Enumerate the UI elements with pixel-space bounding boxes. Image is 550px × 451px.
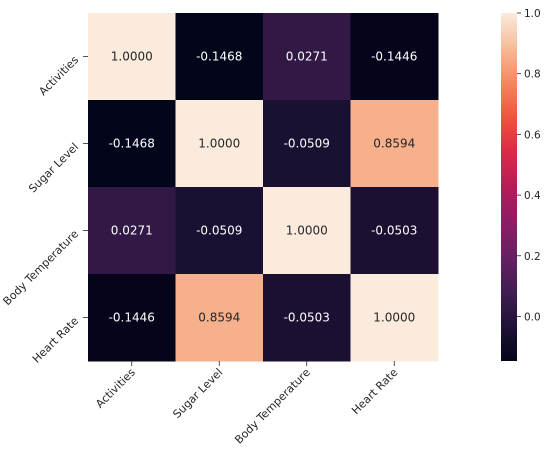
colorbar-gradient bbox=[501, 13, 517, 361]
y-tick-label: Body Temperature bbox=[1, 227, 82, 308]
heatmap-cell bbox=[350, 13, 439, 101]
cell-value-label: 1.0000 bbox=[198, 137, 240, 151]
colorbar-tick-label: 0.0 bbox=[524, 311, 541, 323]
heatmap-cell bbox=[88, 187, 176, 275]
heatmap-cell-labels: 1.0000 -0.1468 0.0271 -0.1446 -0.1468 1.0000 -… bbox=[109, 50, 418, 325]
cell-value-label: 1.0000 bbox=[111, 50, 153, 64]
y-tick-label: Heart Rate bbox=[30, 314, 81, 365]
heatmap-cell bbox=[88, 13, 176, 101]
heatmap-cell bbox=[175, 13, 264, 101]
cell-value-label: -0.1468 bbox=[196, 50, 242, 64]
colorbar-tick-label: 0.8 bbox=[524, 69, 541, 81]
colorbar-tick-label: 0.2 bbox=[524, 251, 541, 263]
cell-value-label: -0.0509 bbox=[196, 224, 242, 238]
y-axis-tick-labels: Activities Sugar Level Body Temperature Hea… bbox=[1, 53, 88, 366]
heatmap-cell bbox=[350, 100, 439, 188]
heatmap-cell bbox=[350, 187, 439, 275]
heatmap-cell bbox=[88, 274, 176, 362]
cell-value-label: 0.8594 bbox=[198, 311, 240, 325]
heatmap-cell bbox=[350, 274, 439, 362]
heatmap-cells bbox=[88, 13, 439, 362]
heatmap-cell bbox=[175, 100, 264, 188]
heatmap-cell bbox=[263, 13, 351, 101]
cell-value-label: 1.0000 bbox=[286, 224, 328, 238]
cell-value-label: 0.8594 bbox=[373, 137, 415, 151]
y-tick-label: Sugar Level bbox=[26, 140, 81, 195]
x-tick-label: Heart Rate bbox=[349, 366, 400, 417]
cell-value-label: 1.0000 bbox=[373, 311, 415, 325]
cell-value-label: -0.1468 bbox=[109, 137, 155, 151]
colorbar: 0.0 0.2 0.4 0.6 0.8 1.0 bbox=[501, 8, 541, 361]
cell-value-label: -0.0503 bbox=[284, 311, 330, 325]
cell-value-label: 0.0271 bbox=[111, 224, 153, 238]
cell-value-label: -0.0509 bbox=[284, 137, 330, 151]
cell-value-label: -0.0503 bbox=[371, 224, 417, 238]
cell-value-label: 0.0271 bbox=[286, 50, 328, 64]
colorbar-tick-label: 0.4 bbox=[524, 190, 541, 202]
heatmap-cell bbox=[175, 187, 264, 275]
heatmap-cell bbox=[263, 274, 351, 362]
x-tick-label: Body Temperature bbox=[232, 366, 313, 446]
y-tick-label: Activities bbox=[36, 53, 81, 98]
heatmap-cell bbox=[88, 100, 176, 188]
colorbar-tick-label: 0.6 bbox=[524, 129, 541, 141]
x-tick-label: Activities bbox=[93, 366, 138, 411]
x-tick-label: Sugar Level bbox=[170, 366, 225, 421]
cell-value-label: -0.1446 bbox=[371, 50, 417, 64]
heatmap-cell bbox=[263, 187, 351, 275]
colorbar-tick-label: 1.0 bbox=[524, 8, 541, 20]
cell-value-label: -0.1446 bbox=[109, 311, 155, 325]
heatmap-cell bbox=[263, 100, 351, 188]
x-axis-tick-labels: Activities Sugar Level Body Temperature Hea… bbox=[93, 361, 401, 447]
heatmap-cell bbox=[175, 274, 264, 362]
